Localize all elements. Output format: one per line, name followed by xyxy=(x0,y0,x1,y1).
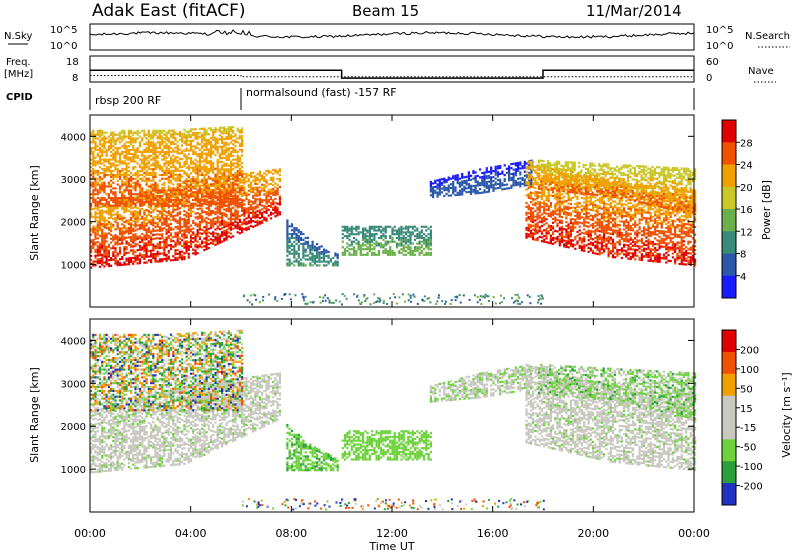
power-panel: Slant Range [km] 4000 3000 2000 1000 28 24 20… xyxy=(28,114,773,308)
power-yaxis: 4000 3000 2000 1000 xyxy=(61,132,694,271)
colorbar-swatch xyxy=(722,275,736,299)
colorbar-tick-label: -100 xyxy=(740,462,763,473)
noise-left-tick-top: 10^5 xyxy=(50,25,77,36)
beam-title: Beam 15 xyxy=(352,2,419,20)
xtick-label: 12:00 xyxy=(376,527,408,540)
colorbar-tick-label: -200 xyxy=(740,482,763,493)
colorbar-swatch xyxy=(722,142,736,165)
freq-right-tick-bottom: 0 xyxy=(706,73,712,84)
colorbar-tick-label: 12 xyxy=(740,227,753,238)
colorbar-tick-label: 24 xyxy=(740,161,753,172)
freq-left-tick-bottom: 8 xyxy=(72,73,78,84)
colorbar-swatch xyxy=(722,186,736,210)
velocity-yaxis: 4000 3000 2000 1000 xyxy=(61,336,694,476)
power-colorbar: 28 24 20 16 12 8 4 xyxy=(721,119,753,299)
station-title: Adak East (fitACF) xyxy=(92,1,246,21)
xtick-label: 16:00 xyxy=(477,527,509,540)
colorbar-swatch xyxy=(722,373,736,397)
xtick-label: 04:00 xyxy=(175,527,207,540)
colorbar-swatch xyxy=(722,253,736,277)
colorbar-tick-label: 200 xyxy=(740,345,759,356)
x-axis-label: Time UT xyxy=(368,540,414,553)
cpid-segment-2: normalsound (fast) -157 RF xyxy=(246,86,397,99)
colorbar-tick-label: 100 xyxy=(740,365,759,376)
power-ylabel: Slant Range [km] xyxy=(28,165,41,261)
ytick-label: 2000 xyxy=(61,218,86,229)
freq-label-2: [MHz] xyxy=(4,69,33,80)
freq-label-1: Freq. xyxy=(6,57,31,68)
ytick-label: 1000 xyxy=(61,465,86,476)
noise-trace xyxy=(89,29,695,39)
colorbar-tick-label: 16 xyxy=(740,205,753,216)
ytick-label: 1000 xyxy=(61,260,86,271)
xtick-label: 08:00 xyxy=(275,527,307,540)
cpid-segment-1: rbsp 200 RF xyxy=(95,94,161,107)
ytick-label: 3000 xyxy=(61,175,86,186)
date-title: 11/Mar/2014 xyxy=(586,2,682,20)
x-axis: 00:00 04:00 08:00 12:00 16:00 20:00 00:00 xyxy=(74,115,710,540)
freq-left-tick-top: 18 xyxy=(66,57,79,68)
ytick-label: 4000 xyxy=(61,336,86,347)
noise-left-tick-bottom: 10^0 xyxy=(50,41,77,52)
ytick-label: 3000 xyxy=(61,379,86,390)
colorbar-tick-label: 28 xyxy=(740,138,753,149)
nsearch-label: N.Search xyxy=(745,31,790,42)
velocity-panel: Slant Range [km] 4000 3000 2000 1000 200 100… xyxy=(28,318,793,513)
noise-panel: N.Sky 10^5 10^0 10^5 10^0 N.Search xyxy=(4,23,790,52)
nave-trace xyxy=(90,75,694,78)
colorbar-swatch xyxy=(722,461,736,484)
colorbar-tick-label: 4 xyxy=(740,272,746,283)
colorbar-swatch xyxy=(722,120,736,143)
velocity-ylabel: Slant Range [km] xyxy=(28,367,41,463)
velocity-colorbar-label: Velocity [m s⁻¹] xyxy=(780,372,793,457)
colorbar-swatch xyxy=(722,417,736,440)
nsky-label: N.Sky xyxy=(4,31,32,42)
power-colorbar-label: Power [dB] xyxy=(760,180,773,240)
cpid-panel: CPID rbsp 200 RF normalsound (fast) -157… xyxy=(6,86,695,110)
colorbar-swatch xyxy=(722,395,736,418)
colorbar-tick-label: 50 xyxy=(740,384,753,395)
ytick-label: 4000 xyxy=(61,132,86,143)
colorbar-tick-label: 15 xyxy=(740,404,753,415)
colorbar-swatch xyxy=(722,439,736,462)
colorbar-swatch xyxy=(722,330,736,353)
velocity-colorbar: 200 100 50 15 -15 -50 -100 -200 xyxy=(721,329,763,506)
colorbar-tick-label: 8 xyxy=(740,250,746,261)
colorbar-swatch xyxy=(722,231,736,254)
colorbar-tick-label: -50 xyxy=(740,443,756,454)
freq-right-tick-top: 60 xyxy=(706,57,719,68)
colorbar-swatch xyxy=(722,164,736,188)
xtick-label: 20:00 xyxy=(577,527,609,540)
freq-panel: Freq. [MHz] 18 8 60 0 Nave xyxy=(4,55,776,84)
frequency-trace xyxy=(90,69,694,79)
velocity-heatmap xyxy=(90,329,697,511)
ytick-label: 2000 xyxy=(61,422,86,433)
colorbar-swatch xyxy=(722,209,736,232)
colorbar-tick-label: 20 xyxy=(740,183,753,194)
xtick-label: 00:00 xyxy=(678,527,710,540)
noise-right-tick-top: 10^5 xyxy=(706,25,733,36)
colorbar-swatch xyxy=(722,351,736,375)
noise-right-tick-bottom: 10^0 xyxy=(706,41,733,52)
cpid-label: CPID xyxy=(6,92,33,103)
nave-label: Nave xyxy=(748,66,774,77)
power-heatmap xyxy=(90,126,697,306)
xtick-label: 00:00 xyxy=(74,527,106,540)
colorbar-swatch xyxy=(722,483,736,506)
colorbar-tick-label: -15 xyxy=(740,423,756,434)
